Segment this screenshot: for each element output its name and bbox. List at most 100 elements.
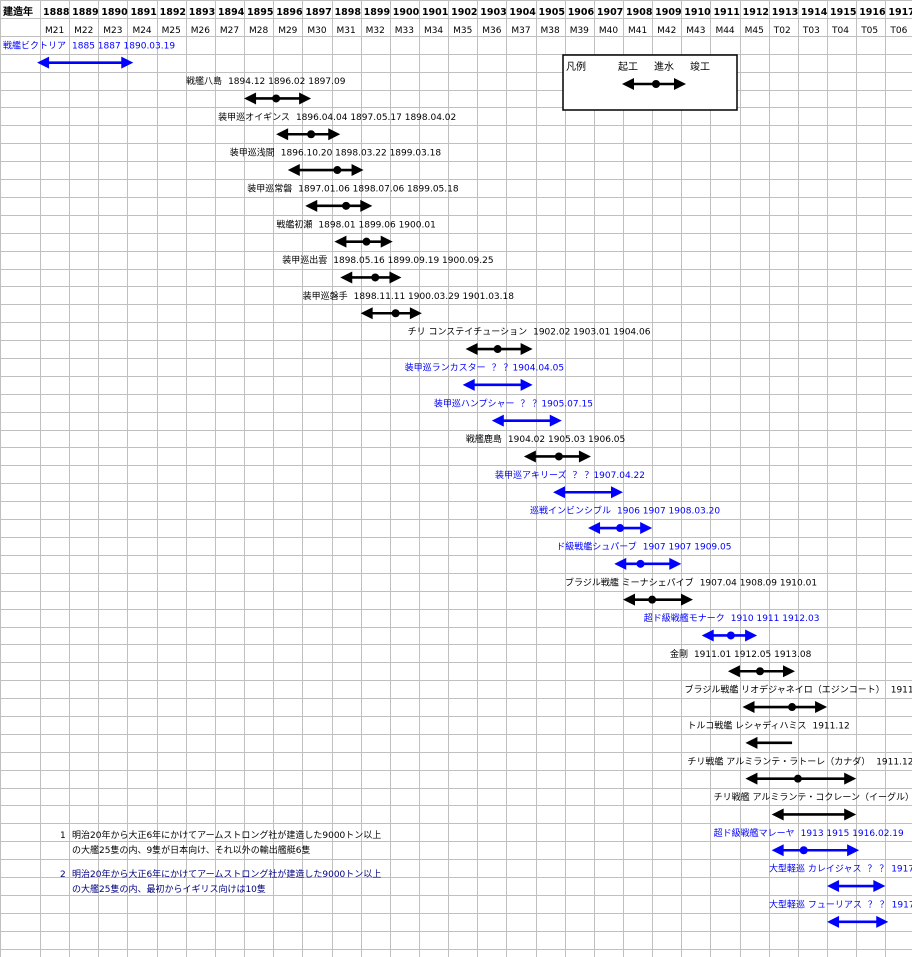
year-header: 1907	[597, 7, 623, 18]
ship-name: 戦艦初瀬	[276, 218, 312, 230]
ship-dates: ？ ？1905.07.15	[521, 399, 593, 409]
ship-row: 金剛 1911.01 1912.05 1913.08	[670, 648, 812, 678]
year-header: 1914	[801, 7, 828, 18]
header: 建造年 1888 1889 1890 1891 1892 1893 1894 1895 1896…	[2, 5, 912, 36]
ship-row: 戦艦ビクトリア 1885 1887 1890.03.19	[3, 39, 175, 69]
ship-name: トルコ戦艦 レシャディハミス	[687, 720, 806, 732]
arrow-head-right	[844, 808, 857, 821]
ship-name: 超ド級戦艦モナーク	[644, 612, 725, 624]
era-header: T05	[860, 26, 878, 36]
launch-dot	[391, 309, 400, 318]
ship-label: 戦艦初瀬 1898.01 1899.06 1900.01	[276, 218, 435, 230]
arrow-head-left	[305, 199, 318, 212]
ship-dates: 1896.04.04 1897.05.17 1898.04.02	[296, 113, 456, 123]
ship-label: 装甲巡アキリーズ ？ ？1907.04.22	[495, 469, 645, 481]
arrow-head-right	[847, 844, 860, 857]
arrow-head-left	[827, 880, 840, 893]
launch-dot	[272, 94, 281, 103]
era-header: T02	[773, 26, 791, 36]
era-header: M28	[249, 26, 268, 36]
ship-row: トルコ戦艦 レシャディハミス 1911.12	[687, 720, 850, 749]
arrow-head-left	[614, 557, 627, 570]
ship-name: ブラジル戦艦 ミーナシェパイブ	[565, 576, 694, 588]
ship-name: 戦艦ビクトリア	[3, 39, 66, 51]
ship-name: 金剛	[670, 648, 688, 660]
era-header: M22	[74, 26, 93, 36]
launch-dot	[342, 201, 351, 210]
year-header: 1911	[713, 7, 739, 18]
arrow-head-left	[334, 235, 347, 248]
legend: 凡例 起工 進水 竣工	[562, 54, 738, 111]
note: 1 明治20年から大正6年にかけてアームストロング社が建造した9000トン以上の大…	[60, 829, 381, 856]
year-header: 1902	[451, 7, 477, 18]
ship-row: 装甲巡ランカスター ？ ？1904.04.05	[405, 362, 564, 391]
ship-dates: 1898.01 1899.06 1900.01	[318, 220, 435, 230]
ship-row: 戦艦鹿島 1904.02 1905.03 1906.05	[466, 433, 625, 463]
era-header: M39	[570, 26, 589, 36]
year-header: 1898	[335, 7, 362, 18]
ship-label: 装甲巡ランカスター ？ ？1904.04.05	[405, 362, 564, 374]
arrow-head-right	[520, 343, 533, 356]
ship-dates: 1911.09 1913.01 1914.08	[891, 686, 912, 696]
era-header: T03	[802, 26, 820, 36]
launch-dot	[493, 345, 502, 354]
note-line: の大艦25隻の内、最初からイギリス向けは10隻	[72, 883, 266, 895]
ship-row: 装甲巡常磐 1897.01.06 1898.07.06 1899.05.18	[247, 183, 459, 212]
era-header: M44	[715, 26, 734, 36]
arrow-head-left	[462, 378, 475, 391]
ship-dates: 1911.01 1912.05 1913.08	[694, 650, 812, 660]
ship-name: 装甲巡常磐	[247, 183, 292, 195]
ship-dates: 1898.05.16 1899.09.19 1900.09.25	[333, 256, 493, 266]
year-header: 1901	[422, 7, 448, 18]
ship-dates: 1911.12 1913.11 1915.09	[876, 757, 912, 767]
arrow-head-left	[340, 271, 353, 284]
note-marker: 2	[60, 870, 66, 880]
ship-label: 戦艦ビクトリア 1885 1887 1890.03.19	[3, 39, 175, 51]
ship-name: 装甲巡ランカスター	[405, 362, 486, 374]
era-header: M32	[366, 26, 385, 36]
ship-dates: 1910 1911 1912.03	[731, 614, 820, 624]
ship-label: 金剛 1911.01 1912.05 1913.08	[670, 648, 812, 660]
arrow-head-left	[745, 736, 758, 749]
arrow-head-right	[745, 629, 758, 642]
ship-row: 装甲巡アキリーズ ？ ？1907.04.22	[495, 469, 645, 499]
ship-dates: 1902.02 1903.01 1904.06	[533, 328, 651, 338]
launch-dot	[756, 667, 765, 676]
ship-dates: 1907 1907 1909.05	[643, 543, 732, 553]
arrow-head-left	[745, 772, 758, 785]
launch-dot	[616, 524, 625, 533]
ship-dates: 1906 1907 1908.03.20	[617, 507, 720, 517]
arrow-head-left	[742, 701, 755, 714]
ship-name: 装甲巡磐手	[303, 290, 348, 302]
year-header: 1905	[539, 7, 565, 18]
ship-dates: ？ ？ 1917.07.04	[868, 901, 912, 911]
era-header: M37	[511, 26, 530, 36]
ship-dates: 1896.10.20 1898.03.22 1899.03.18	[281, 149, 442, 159]
era-header: M34	[424, 26, 443, 36]
launch-dot	[333, 166, 342, 175]
year-header: 1900	[393, 7, 420, 18]
era-header: T06	[889, 26, 907, 36]
era-header: M25	[162, 26, 181, 36]
era-header: M35	[453, 26, 472, 36]
arrow-head-right	[876, 915, 889, 928]
arrow-head-left	[727, 665, 740, 678]
arrow-head-left	[771, 844, 784, 857]
launch-dot	[726, 631, 735, 640]
ship-name: 大型軽巡 カレイジャス	[769, 863, 861, 875]
year-header: 1899	[364, 7, 390, 18]
arrow-head-right	[351, 164, 364, 177]
launch-dot	[793, 774, 802, 783]
ship-label: チリ戦艦 アルミランテ・ラトーレ（カナダ） 1911.12 1913.11 191…	[687, 755, 912, 767]
legend-title: 凡例	[566, 60, 586, 73]
era-header: M45	[745, 26, 764, 36]
ship-label: 装甲巡オイギンス 1896.04.04 1897.05.17 1898.04.02	[218, 111, 456, 123]
legend-complete-label: 竣工	[690, 60, 710, 73]
launch-dot	[371, 273, 380, 282]
ship-label: ド級戦艦シュパーブ 1907 1907 1909.05	[556, 541, 731, 553]
arrow-head-left	[491, 414, 504, 427]
year-header: 1891	[130, 7, 156, 18]
era-header: M43	[686, 26, 705, 36]
ship-row: 超ド級戦艦マレーヤ 1913 1915 1916.02.19	[714, 827, 904, 857]
